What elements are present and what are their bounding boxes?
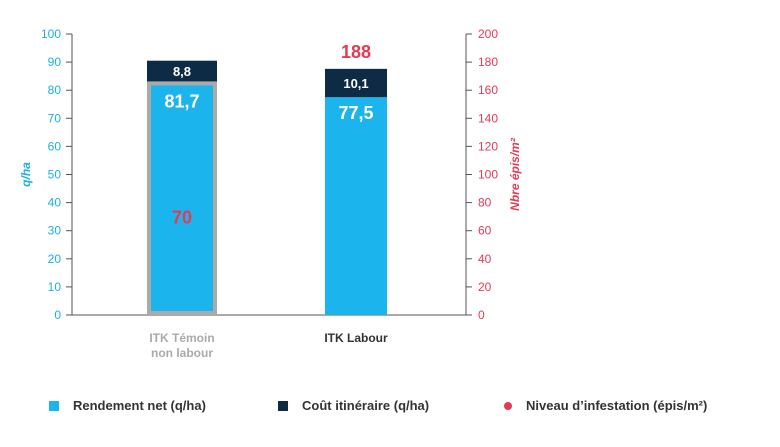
right-axis-ticks: 0 20 40 60 80 100 120 140 160 180 200: [466, 27, 498, 322]
left-tick-label: 30: [48, 224, 62, 238]
bar-rendement-1: [325, 97, 387, 315]
legend-swatch-rendement: [49, 400, 59, 411]
category-label-0: ITK Témoin non labour: [149, 331, 214, 360]
left-tick-label: 90: [48, 55, 62, 69]
value-label-infestation-1: 188: [341, 42, 371, 62]
value-label-rendement-1: 77,5: [338, 103, 373, 123]
right-tick-label: 0: [478, 308, 485, 322]
right-tick-label: 200: [478, 27, 498, 41]
left-tick-label: 10: [48, 280, 62, 294]
right-tick-label: 160: [478, 83, 498, 97]
legend-dot-infestation: [504, 401, 512, 410]
legend-swatch-cout: [278, 400, 288, 411]
legend: Rendement net (q/ha) Coût itinéraire (q/…: [0, 398, 780, 422]
legend-label-cout: Coût itinéraire (q/ha): [302, 398, 430, 413]
bars: 81,7 8,8 70 77,5 10,1 188: [147, 42, 387, 315]
value-label-cout-0: 8,8: [173, 64, 191, 79]
left-tick-label: 60: [48, 139, 62, 153]
right-tick-label: 180: [478, 55, 498, 69]
value-label-infestation-0: 70: [172, 208, 192, 228]
legend-item-rendement: Rendement net (q/ha): [49, 398, 206, 413]
left-tick-label: 100: [41, 27, 61, 41]
left-tick-label: 0: [54, 308, 61, 322]
category-label-line: non labour: [151, 346, 213, 360]
value-label-rendement-0: 81,7: [164, 91, 199, 111]
legend-item-infestation: Niveau d’infestation (épis/m²): [504, 398, 707, 413]
right-tick-label: 40: [478, 252, 492, 266]
right-tick-label: 60: [478, 224, 492, 238]
bar-cout-0: [147, 60, 217, 82]
right-axis-label: Nbre épis/m²: [508, 137, 522, 211]
left-tick-label: 80: [48, 83, 62, 97]
category-label-line: ITK Labour: [324, 331, 388, 345]
legend-label-rendement: Rendement net (q/ha): [73, 398, 206, 413]
category-labels: ITK Témoin non labour ITK Labour: [149, 331, 388, 360]
bar-rendement-0: [151, 85, 213, 311]
right-tick-label: 20: [478, 280, 492, 294]
bar-cout-1: [325, 68, 387, 98]
legend-item-cout: Coût itinéraire (q/ha): [278, 398, 429, 413]
right-tick-label: 120: [478, 139, 498, 153]
left-axis-label: q/ha: [19, 162, 33, 187]
right-tick-label: 140: [478, 111, 498, 125]
left-axis-ticks: 0 10 20 30 40 50 60 70 80 90 100: [41, 27, 72, 322]
right-tick-label: 80: [478, 196, 492, 210]
legend-label-infestation: Niveau d’infestation (épis/m²): [526, 398, 708, 413]
right-tick-label: 100: [478, 168, 498, 182]
left-tick-label: 50: [48, 168, 62, 182]
category-label-1: ITK Labour: [324, 331, 388, 345]
value-label-cout-1: 10,1: [343, 76, 368, 91]
category-label-line: ITK Témoin: [149, 331, 214, 345]
left-tick-label: 70: [48, 111, 62, 125]
left-tick-label: 40: [48, 196, 62, 210]
left-tick-label: 20: [48, 252, 62, 266]
